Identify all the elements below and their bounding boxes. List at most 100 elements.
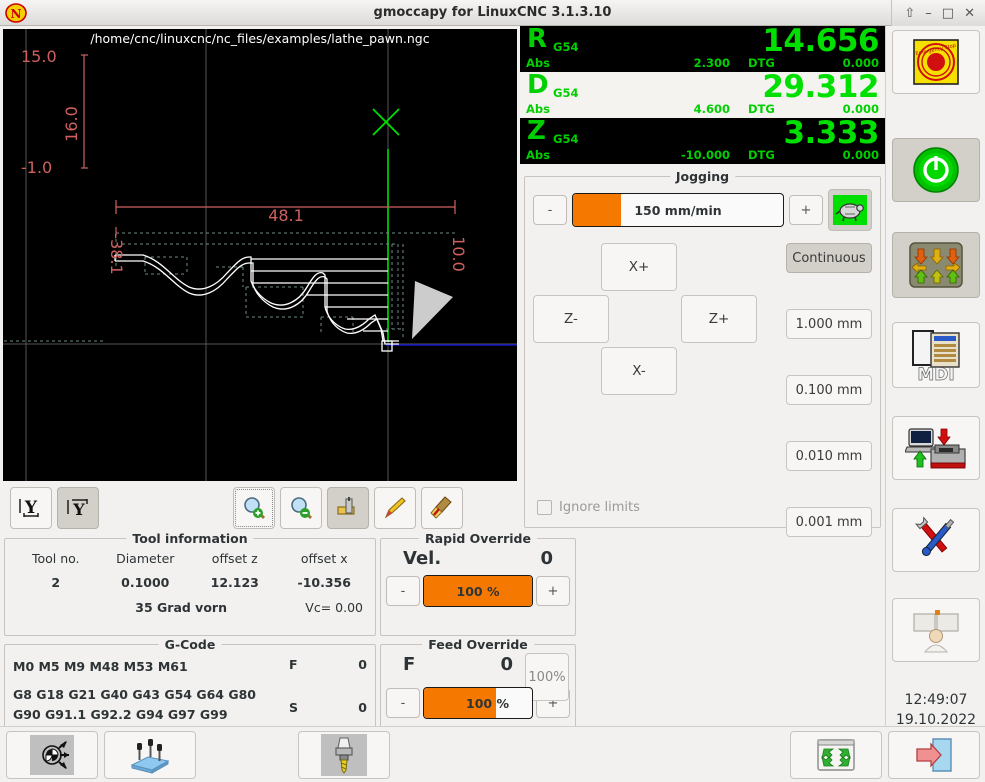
jog-x-minus-button[interactable]: X- bbox=[601, 347, 677, 395]
tool-table-button[interactable] bbox=[104, 731, 196, 779]
loaded-file-path: /home/cnc/linuxcnc/nc_files/examples/lat… bbox=[90, 31, 430, 46]
cutting-speed-value: Vc= 0.00 bbox=[305, 600, 363, 615]
jog-z-plus-button[interactable]: Z+ bbox=[681, 295, 757, 343]
offset-x-value: -10.356 bbox=[297, 575, 351, 590]
dro-row-z[interactable]: Z G54 3.333 Abs -10.000 DTG 0.000 bbox=[520, 118, 885, 164]
svg-text:N: N bbox=[11, 7, 22, 21]
minimize-button[interactable]: – bbox=[925, 5, 932, 21]
view-y2-button[interactable]: Y bbox=[57, 487, 99, 529]
jog-z-minus-button[interactable]: Z- bbox=[533, 295, 609, 343]
velocity-value: 0 bbox=[540, 548, 553, 569]
estop-button[interactable]: Emergency Stop bbox=[892, 30, 980, 94]
toolpath-plot: 15.0 -1.0 16.0 48.1 -38.1 10.0 bbox=[3, 29, 517, 481]
bottom-button-bar bbox=[0, 726, 985, 782]
offset-x-header: offset x bbox=[300, 551, 348, 566]
window-controls: ⇧ – □ ✕ bbox=[891, 0, 985, 26]
zoom-in-button[interactable] bbox=[233, 487, 275, 529]
svg-text:10.0: 10.0 bbox=[449, 236, 468, 272]
clock-date: 19.10.2022 bbox=[895, 712, 977, 728]
clear-plot-button[interactable] bbox=[421, 487, 463, 529]
speed-label: S bbox=[289, 700, 299, 715]
rapid-override-title: Rapid Override bbox=[419, 531, 537, 546]
speed-value: 0 bbox=[358, 700, 367, 715]
feed-value: 0 bbox=[358, 657, 367, 672]
jog-increment-0_001mm[interactable]: 0.001 mm bbox=[786, 507, 872, 537]
feed-label: F bbox=[289, 657, 298, 672]
dro-g5x-z: G54 bbox=[553, 132, 579, 146]
jog-increment-continuous[interactable]: Continuous bbox=[786, 243, 872, 273]
feed-minus-button[interactable]: - bbox=[386, 688, 420, 718]
jog-increment-0_01mm[interactable]: 0.010 mm bbox=[786, 441, 872, 471]
tool-no-header: Tool no. bbox=[31, 551, 80, 566]
close-button[interactable]: ✕ bbox=[964, 5, 975, 21]
window-title: gmoccapy for LinuxCNC 3.1.3.10 bbox=[373, 5, 612, 20]
feed-row: F 0 bbox=[289, 657, 367, 672]
rapid-plus-button[interactable]: + bbox=[536, 576, 570, 606]
feed-value-row: F 0 bbox=[381, 645, 575, 675]
velocity-label: Vel. bbox=[403, 548, 442, 569]
fullscreen-button[interactable] bbox=[790, 731, 882, 779]
turtle-icon[interactable] bbox=[828, 189, 872, 231]
manual-mode-button[interactable] bbox=[892, 232, 980, 298]
jog-x-plus-button[interactable]: X+ bbox=[601, 243, 677, 291]
feed-override-value: 0 bbox=[500, 654, 513, 675]
offset-z-value: 12.123 bbox=[210, 575, 259, 590]
dro-row-r[interactable]: R G54 14.656 Abs 2.300 DTG 0.000 bbox=[520, 26, 885, 72]
maximize-button[interactable]: □ bbox=[941, 5, 955, 21]
speed-row: S 0 bbox=[289, 700, 367, 715]
exit-button[interactable] bbox=[888, 731, 980, 779]
feed-override-bar-value: 100 % bbox=[466, 695, 509, 711]
jog-velocity-minus-button[interactable]: - bbox=[533, 195, 567, 225]
feed-override-fill bbox=[424, 688, 497, 718]
left-column: /home/cnc/linuxcnc/nc_files/examples/lat… bbox=[0, 26, 576, 782]
svg-text:MDI: MDI bbox=[917, 365, 954, 383]
always-on-top-button[interactable]: ⇧ bbox=[904, 5, 916, 21]
mdi-mode-button[interactable]: MDI bbox=[892, 322, 980, 388]
ignore-limits-label: Ignore limits bbox=[559, 500, 640, 515]
tool-information-panel: Tool information Tool no. Diameter offse… bbox=[4, 531, 376, 636]
gcode-preview[interactable]: /home/cnc/linuxcnc/nc_files/examples/lat… bbox=[3, 29, 517, 481]
offset-z-header: offset z bbox=[211, 551, 258, 566]
zoom-out-button[interactable] bbox=[280, 487, 322, 529]
feed-override-slider[interactable]: 100 % bbox=[423, 687, 533, 719]
tool-description-row: 35 Grad vorn Vc= 0.00 bbox=[5, 590, 375, 615]
machine-power-button[interactable] bbox=[892, 138, 980, 202]
dro-dtg-label-r: DTG bbox=[748, 56, 775, 70]
edit-gcode-button[interactable] bbox=[374, 487, 416, 529]
jog-velocity-row: - 150 mm/min + bbox=[525, 177, 880, 231]
ignore-limits-row[interactable]: Ignore limits bbox=[537, 500, 640, 515]
tool-no-value: 2 bbox=[51, 575, 61, 590]
view-y-button[interactable]: Y bbox=[10, 487, 52, 529]
dro-row-d[interactable]: D G54 29.312 Abs 4.600 DTG 0.000 bbox=[520, 72, 885, 118]
jog-increment-0_1mm[interactable]: 0.100 mm bbox=[786, 375, 872, 405]
settings-button[interactable] bbox=[892, 508, 980, 572]
jog-velocity-slider[interactable]: 150 mm/min bbox=[572, 193, 784, 227]
rapid-velocity-row: Vel. 0 bbox=[381, 539, 575, 569]
dro-abs-value-r: 2.300 bbox=[693, 56, 730, 70]
feed-speed-values: F 0 S 0 bbox=[289, 657, 367, 743]
jog-velocity-fill bbox=[573, 194, 622, 226]
user-tabs-button[interactable] bbox=[892, 598, 980, 662]
diameter-header: Diameter bbox=[116, 551, 175, 566]
rapid-override-value: 100 % bbox=[456, 583, 500, 599]
rapid-override-panel: Rapid Override Vel. 0 - 100 % + bbox=[380, 531, 576, 636]
ignore-limits-checkbox[interactable] bbox=[537, 500, 552, 515]
dro-dtg-value-r: 0.000 bbox=[842, 56, 879, 70]
show-dimensions-button[interactable] bbox=[327, 487, 369, 529]
preview-toolbar: Y Y bbox=[0, 483, 520, 533]
dro-dtg-value-z: 0.000 bbox=[842, 148, 879, 162]
linuxcnc-logo-icon: N bbox=[4, 2, 28, 23]
auto-mode-button[interactable] bbox=[892, 416, 980, 480]
jog-velocity-plus-button[interactable]: + bbox=[789, 195, 823, 225]
tool-description: 35 Grad vorn bbox=[135, 600, 227, 615]
diameter-value: 0.1000 bbox=[121, 575, 170, 590]
svg-text:Y: Y bbox=[72, 500, 85, 519]
jog-increment-1mm[interactable]: 1.000 mm bbox=[786, 309, 872, 339]
touch-off-button[interactable] bbox=[6, 731, 98, 779]
tool-change-button[interactable] bbox=[298, 731, 390, 779]
jog-increment-column: Continuous 1.000 mm 0.100 mm 0.010 mm 0.… bbox=[786, 243, 872, 573]
svg-text:-1.0: -1.0 bbox=[21, 158, 52, 177]
rapid-minus-button[interactable]: - bbox=[386, 576, 420, 606]
rapid-override-slider[interactable]: 100 % bbox=[423, 575, 533, 607]
